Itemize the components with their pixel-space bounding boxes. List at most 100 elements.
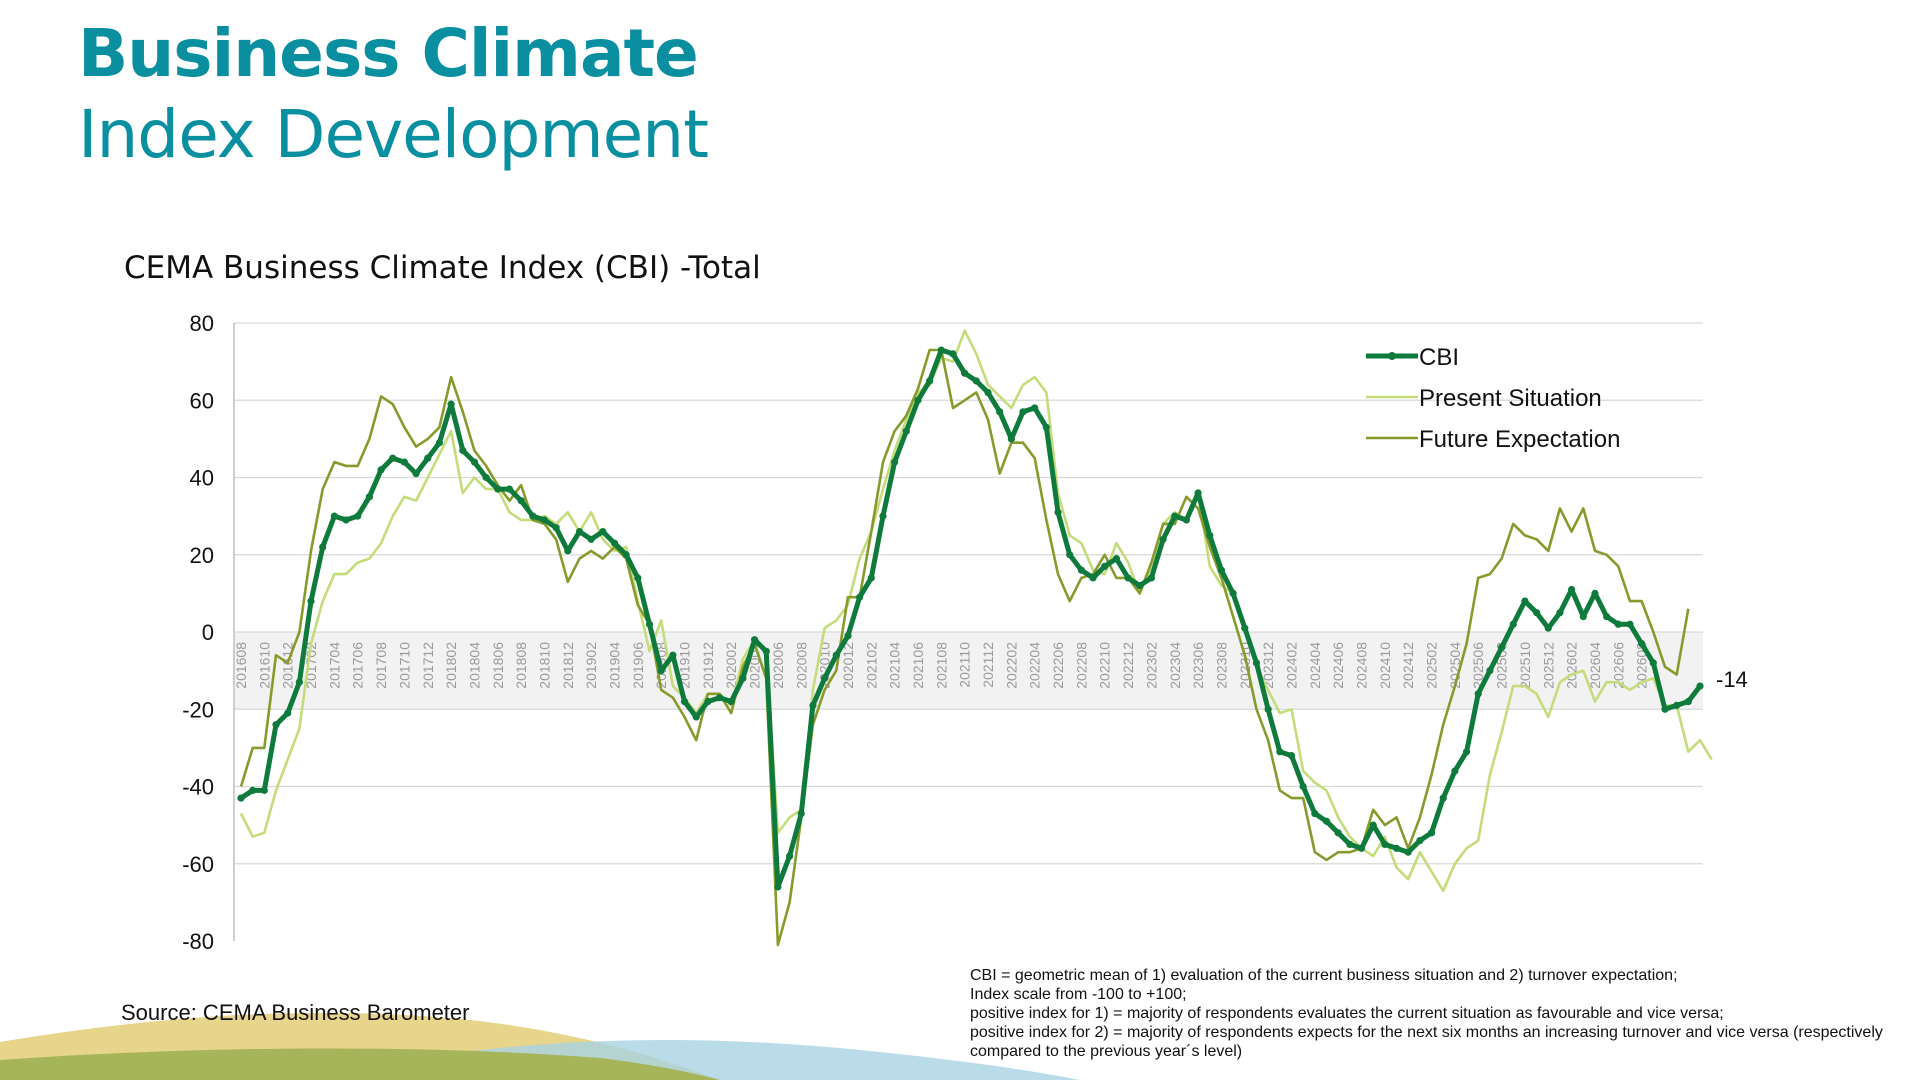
cbi-marker xyxy=(1217,566,1226,574)
x-tick-label: 201608 xyxy=(233,642,249,689)
cbi-marker xyxy=(622,551,630,559)
cbi-marker xyxy=(1626,620,1634,628)
x-tick-label: 201710 xyxy=(396,642,412,689)
x-tick-label: 202108 xyxy=(933,642,949,689)
cbi-marker xyxy=(319,543,327,551)
cbi-marker xyxy=(470,458,479,466)
cbi-marker xyxy=(1264,705,1272,713)
x-tick-label: 202204 xyxy=(1027,642,1043,689)
cbi-marker xyxy=(1252,659,1261,667)
cbi-marker xyxy=(1171,512,1179,520)
cbi-marker xyxy=(914,396,922,404)
x-tick-label: 201804 xyxy=(466,642,482,689)
cbi-marker xyxy=(961,369,969,377)
cbi-marker xyxy=(902,427,910,435)
x-tick-label: 202412 xyxy=(1400,642,1416,689)
cbi-marker xyxy=(1521,597,1529,605)
x-tick-label: 202606 xyxy=(1610,642,1626,689)
y-tick-label: 0 xyxy=(202,620,214,645)
cbi-marker xyxy=(1532,609,1541,617)
x-tick-label: 201906 xyxy=(630,642,646,689)
x-tick-label: 202102 xyxy=(863,642,879,689)
footnote-line: positive index for 2) = majority of resp… xyxy=(970,1024,1883,1060)
cbi-marker xyxy=(1159,535,1167,543)
cbi-marker xyxy=(1007,435,1015,443)
cbi-marker xyxy=(1369,821,1377,829)
cbi-marker xyxy=(494,485,502,493)
footnote-line: positive index for 1) = majority of resp… xyxy=(970,1005,1724,1022)
cbi-marker xyxy=(1077,566,1085,574)
y-tick-label: -40 xyxy=(182,775,214,800)
cbi-marker xyxy=(1661,705,1669,713)
cbi-marker xyxy=(1299,782,1307,791)
cbi-marker xyxy=(821,674,829,682)
x-tick-label: 202604 xyxy=(1587,642,1603,689)
cbi-marker xyxy=(984,388,992,397)
x-tick-label: 202506 xyxy=(1470,642,1486,689)
cbi-marker xyxy=(739,674,747,682)
x-tick-label: 202104 xyxy=(887,642,903,689)
cbi-marker xyxy=(1182,516,1191,524)
x-tick-label: 202510 xyxy=(1517,642,1533,689)
cbi-marker xyxy=(1357,844,1366,852)
x-tick-label: 202110 xyxy=(957,642,973,688)
cbi-marker xyxy=(1042,423,1050,431)
x-tick-label: 201912 xyxy=(700,642,716,689)
x-tick-label: 202208 xyxy=(1073,642,1089,689)
cbi-marker xyxy=(949,350,957,358)
x-tick-label: 202302 xyxy=(1143,642,1159,689)
cbi-marker xyxy=(1136,582,1144,590)
series-line-present-situation xyxy=(239,329,1713,893)
cbi-marker xyxy=(272,721,280,729)
cbi-marker xyxy=(330,512,338,520)
cbi-marker xyxy=(1147,574,1156,582)
x-tick-label: 201902 xyxy=(583,642,599,689)
cbi-marker xyxy=(1322,817,1331,825)
y-tick-label: 80 xyxy=(190,311,214,336)
legend-marker xyxy=(1388,352,1396,360)
cbi-marker xyxy=(937,346,945,354)
cbi-marker xyxy=(645,620,654,628)
cbi-marker xyxy=(342,516,350,524)
cbi-marker xyxy=(1544,624,1552,632)
cbi-marker xyxy=(1673,701,1681,709)
cbi-marker xyxy=(1451,767,1459,775)
cbi-marker xyxy=(1614,620,1622,628)
x-tick-label: 202410 xyxy=(1377,642,1393,689)
x-tick-label: 202402 xyxy=(1283,642,1299,689)
cbi-marker xyxy=(1474,690,1482,698)
y-tick-label: -80 xyxy=(182,929,214,954)
cbi-marker xyxy=(797,809,805,818)
cbi-marker xyxy=(1287,752,1296,760)
cbi-marker xyxy=(1579,612,1587,621)
cbi-marker xyxy=(762,647,770,655)
x-tick-label: 202012 xyxy=(840,642,856,689)
x-tick-label: 202006 xyxy=(770,642,786,689)
cbi-marker xyxy=(1019,408,1027,416)
cbi-marker xyxy=(389,454,397,462)
cbi-marker xyxy=(435,439,444,447)
cbi-marker xyxy=(249,786,257,794)
cbi-marker xyxy=(832,651,840,659)
cbi-marker xyxy=(1603,612,1611,621)
x-tick-label: 201806 xyxy=(490,642,506,689)
cbi-marker xyxy=(1194,489,1202,497)
y-tick-label: -20 xyxy=(182,697,214,722)
footnote-line: Index scale from -100 to +100; xyxy=(970,986,1187,1003)
cbi-marker xyxy=(482,473,490,482)
title-light: Index Development xyxy=(78,96,709,173)
chart-title: CEMA Business Climate Index (CBI) -Total xyxy=(124,250,761,286)
x-tick-label: 202304 xyxy=(1167,642,1183,689)
legend-label: Present Situation xyxy=(1419,385,1602,412)
x-tick-label: 202002 xyxy=(723,642,739,689)
wave-green xyxy=(0,1048,720,1080)
cbi-marker xyxy=(365,493,373,501)
x-tick-label: 202408 xyxy=(1354,642,1370,689)
cbi-marker xyxy=(377,466,385,474)
cbi-marker xyxy=(785,852,794,860)
cbi-marker xyxy=(1346,840,1354,849)
cbi-marker xyxy=(1381,840,1389,849)
cbi-marker xyxy=(750,636,759,644)
x-tick-label: 201704 xyxy=(326,642,342,689)
cbi-marker xyxy=(1101,562,1109,570)
